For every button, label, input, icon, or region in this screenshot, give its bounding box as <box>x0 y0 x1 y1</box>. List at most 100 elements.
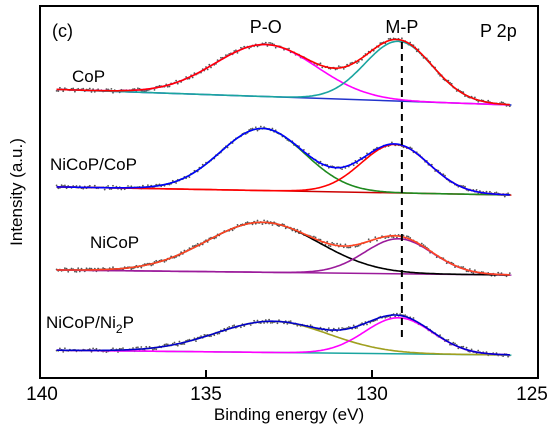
raw-point <box>243 45 246 48</box>
raw-point <box>166 85 169 88</box>
raw-point <box>352 324 355 327</box>
raw-point <box>374 236 377 239</box>
y-axis-title: Intensity (a.u.) <box>7 138 26 246</box>
raw-point <box>376 239 378 242</box>
raw-point <box>175 182 178 184</box>
raw-point <box>110 88 113 90</box>
raw-point <box>284 227 287 230</box>
plot-frame <box>39 5 539 379</box>
raw-point <box>201 163 204 166</box>
raw-point <box>354 245 357 248</box>
x-axis-title: Binding energy (eV) <box>214 405 364 424</box>
raw-point <box>357 244 360 247</box>
raw-point <box>107 88 109 91</box>
raw-point <box>208 63 211 66</box>
raw-point <box>452 341 455 344</box>
raw-point <box>329 245 332 248</box>
raw-point <box>191 76 194 79</box>
raw-point <box>286 323 289 325</box>
raw-point <box>92 88 94 91</box>
raw-point <box>155 348 158 351</box>
raw-point <box>356 327 358 329</box>
raw-point <box>404 314 407 316</box>
raw-point <box>489 190 491 193</box>
raw-point <box>210 335 212 338</box>
raw-point <box>82 187 85 190</box>
raw-point <box>112 266 114 269</box>
raw-point <box>264 319 267 321</box>
raw-point <box>74 270 76 273</box>
raw-point <box>402 234 405 237</box>
raw-point <box>130 268 133 271</box>
raw-point <box>334 68 337 71</box>
raw-point <box>64 347 66 350</box>
raw-point <box>420 242 423 245</box>
raw-point <box>269 42 272 44</box>
raw-point <box>145 345 148 348</box>
raw-point <box>271 42 274 45</box>
raw-point <box>465 270 468 273</box>
raw-point <box>152 348 154 351</box>
raw-point <box>163 343 166 346</box>
raw-point <box>412 317 415 319</box>
raw-point <box>462 266 465 268</box>
raw-point <box>107 185 109 187</box>
raw-point <box>288 47 290 50</box>
raw-point <box>140 346 143 348</box>
raw-point <box>389 316 392 318</box>
raw-point <box>392 236 395 239</box>
raw-point <box>183 249 186 252</box>
raw-point <box>508 272 511 274</box>
raw-point <box>88 87 91 90</box>
raw-point <box>391 141 393 144</box>
raw-point <box>233 324 236 327</box>
x-tick-label: 135 <box>190 384 222 405</box>
raw-point <box>77 267 80 270</box>
raw-point <box>342 246 345 249</box>
raw-point <box>64 87 66 90</box>
raw-point <box>168 85 171 88</box>
raw-point <box>62 351 65 353</box>
raw-point <box>163 261 166 263</box>
raw-point <box>507 192 509 195</box>
envelope-fit <box>56 221 510 276</box>
raw-point <box>231 325 234 327</box>
raw-point <box>366 323 368 326</box>
envelope-fit <box>56 127 510 196</box>
raw-point <box>313 235 315 238</box>
raw-point <box>82 87 85 90</box>
raw-point <box>130 185 133 188</box>
raw-point <box>508 105 511 108</box>
raw-point <box>449 343 451 346</box>
raw-point <box>487 99 490 102</box>
raw-point <box>314 236 317 239</box>
raw-point <box>67 270 70 273</box>
raw-point <box>228 326 231 328</box>
raw-point <box>188 247 191 250</box>
spectrum-3 <box>55 312 512 358</box>
envelope-fit <box>56 38 510 106</box>
raw-point <box>92 347 94 350</box>
raw-point <box>248 47 251 50</box>
raw-point <box>331 330 334 333</box>
raw-point <box>206 68 209 71</box>
raw-point <box>389 37 392 40</box>
raw-point <box>70 267 73 270</box>
raw-point <box>105 88 108 90</box>
raw-point <box>236 52 239 54</box>
raw-point <box>72 87 75 90</box>
peak-label: P-O <box>250 17 282 37</box>
raw-point <box>62 90 65 93</box>
raw-point <box>225 54 227 56</box>
raw-point <box>249 324 252 326</box>
raw-point <box>251 127 254 130</box>
raw-point <box>112 91 114 94</box>
spectrum-1 <box>55 125 512 198</box>
raw-point <box>503 195 506 198</box>
raw-point <box>88 184 91 187</box>
envelope-fit <box>56 314 510 356</box>
raw-point <box>55 90 58 92</box>
raw-point <box>349 246 352 249</box>
raw-point <box>223 327 226 330</box>
raw-point <box>344 243 347 246</box>
